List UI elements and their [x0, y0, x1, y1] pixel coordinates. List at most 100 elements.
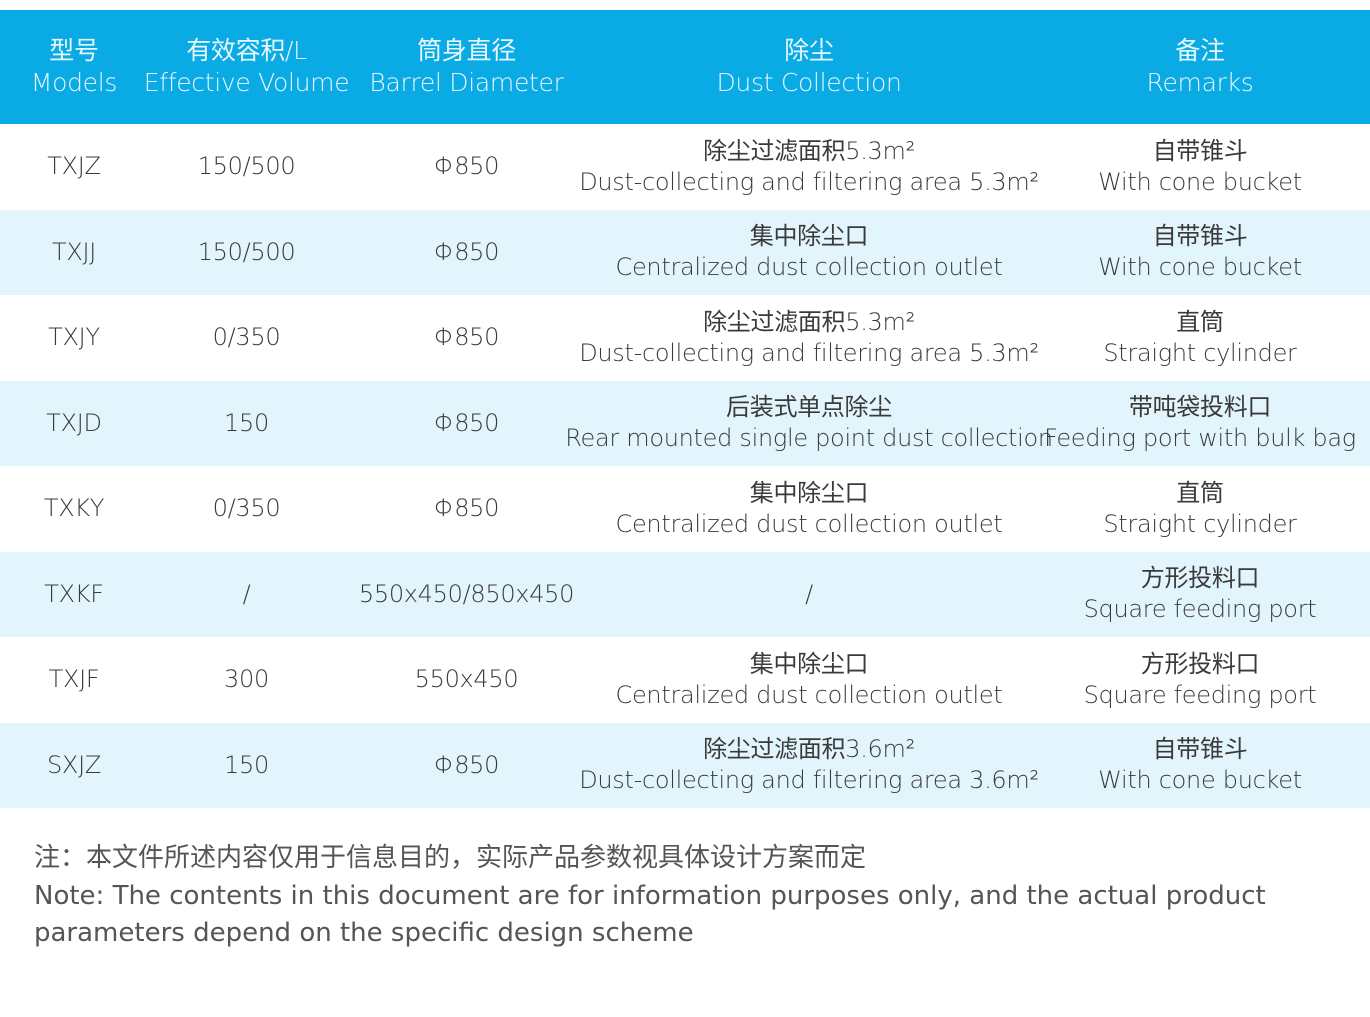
cell-remark-en: Straight cylinder — [1103, 509, 1297, 538]
table-cell: Φ850 — [345, 210, 588, 296]
cell-remark-en: Feeding port with bulk bag — [1044, 424, 1356, 453]
cell-remark-en: With cone bucket — [1098, 167, 1302, 196]
cell-volume: / — [242, 579, 251, 608]
table-cell: TXKF — [0, 552, 148, 638]
cell-dust-en: Centralized dust collection outlet — [615, 680, 1003, 709]
cell-diameter: 550x450/850x450 — [358, 579, 575, 608]
cell-dust-en: Centralized dust collection outlet — [615, 509, 1003, 538]
cell-dust-zh: 集中除尘口 — [749, 478, 869, 507]
header-cell: 型号 Models — [0, 10, 148, 124]
table-cell: Φ850 — [345, 466, 588, 552]
cell-volume: 0/350 — [212, 323, 281, 352]
header-en: Models — [30, 68, 118, 97]
table-cell: 550x450 — [345, 637, 588, 723]
table-cell: Φ850 — [345, 381, 588, 467]
cell-dust-zh: 集中除尘口 — [749, 222, 869, 251]
cell-remark-zh: 自带锥斗 — [1152, 222, 1248, 251]
cell-diameter: Φ850 — [433, 323, 500, 352]
cell-volume: 150 — [224, 408, 269, 437]
cell-model: TXKF — [44, 579, 104, 608]
cell-dust-en: Dust-collecting and filtering area 5.3m² — [579, 338, 1039, 367]
header-cell: 筒身直径 Barrel Diameter — [345, 10, 588, 124]
cell-remark-zh: 直筒 — [1176, 307, 1224, 336]
cell-dust-zh: 除尘过滤面积5.3m² — [703, 307, 915, 336]
table-cell: 0/350 — [148, 295, 345, 381]
cell-dust-zh: 集中除尘口 — [749, 649, 869, 678]
cell-model: TXJD — [46, 408, 102, 437]
header-en: Remarks — [1146, 68, 1254, 97]
table-cell: TXKY — [0, 466, 148, 552]
cell-dust-zh: 除尘过滤面积5.3m² — [703, 136, 915, 165]
table-cell: 带吨袋投料口 Feeding port with bulk bag — [1030, 381, 1370, 467]
cell-diameter: Φ850 — [433, 152, 500, 181]
cell-volume: 0/350 — [212, 494, 281, 523]
table-header: 型号 Models 有效容积/L Effective Volume 筒身直径 Barrel… — [0, 10, 1370, 124]
table-row: TXJJ 150/500 Φ850 集中除尘口 Centralized dust col… — [0, 209, 1370, 296]
table-cell: 自带锥斗 With cone bucket — [1030, 723, 1370, 809]
table-cell: 集中除尘口 Centralized dust collection outlet — [588, 210, 1030, 296]
table-cell: 150/500 — [148, 124, 345, 210]
header-zh: 筒身直径 — [417, 36, 516, 65]
header-cell: 有效容积/L Effective Volume — [144, 10, 350, 124]
table-cell: 集中除尘口 Centralized dust collection outlet — [588, 637, 1030, 723]
table-cell: Φ850 — [345, 723, 588, 809]
footnote-en: Note: The contents in this document are … — [34, 880, 1266, 949]
cell-volume: 150/500 — [197, 237, 296, 266]
header-zh: 备注 — [1175, 36, 1225, 65]
table-cell: 方形投料口 Square feeding port — [1030, 552, 1370, 638]
cell-remark-zh: 方形投料口 — [1140, 649, 1260, 678]
header-zh: 除尘 — [784, 36, 834, 65]
table-cell: SXJZ — [0, 723, 148, 809]
header-zh: 型号 — [49, 36, 99, 65]
table-cell: 150 — [148, 381, 345, 467]
cell-model: TXJZ — [47, 152, 101, 181]
cell-dust-en: Dust-collecting and filtering area 5.3m² — [579, 167, 1039, 196]
table-row: TXJD 150 Φ850 后装式单点除尘 Rear mounted single po… — [0, 380, 1370, 467]
footnote: 注：本文件所述内容仅用于信息目的，实际产品参数视具体设计方案而定 Note: T… — [34, 840, 1344, 953]
table-cell: / — [588, 552, 1030, 638]
header-cell: 除尘 Dust Collection — [588, 10, 1030, 124]
cell-remark-zh: 自带锥斗 — [1152, 735, 1248, 764]
cell-diameter: Φ850 — [433, 750, 500, 779]
table-cell: TXJZ — [0, 124, 148, 210]
table-cell: TXJY — [0, 295, 148, 381]
cell-diameter: 550x450 — [414, 665, 519, 694]
header-cell: 备注 Remarks — [1030, 10, 1370, 124]
table-cell: 550x450/850x450 — [345, 552, 588, 638]
table-cell: 150/500 — [148, 210, 345, 296]
table-row: TXJZ 150/500 Φ850 除尘过滤面积5.3m² Dust-collectin… — [0, 124, 1370, 210]
table-cell: / — [148, 552, 345, 638]
cell-model: TXKY — [43, 494, 105, 523]
cell-dust-en: Dust-collecting and filtering area 3.6m² — [579, 766, 1039, 795]
header-en: Barrel Diameter — [369, 68, 564, 97]
table-cell: 直筒 Straight cylinder — [1030, 295, 1370, 381]
cell-model: TXJF — [48, 665, 100, 694]
table-cell: 150 — [148, 723, 345, 809]
cell-dust-zh: / — [805, 579, 813, 608]
cell-volume: 150 — [224, 750, 269, 779]
cell-model: TXJJ — [51, 237, 97, 266]
table-cell: 自带锥斗 With cone bucket — [1030, 124, 1370, 210]
cell-remark-zh: 方形投料口 — [1140, 564, 1260, 593]
spec-table: 型号 Models 有效容积/L Effective Volume 筒身直径 Barrel… — [0, 10, 1370, 808]
cell-diameter: Φ850 — [433, 408, 500, 437]
cell-dust-en: Centralized dust collection outlet — [615, 253, 1003, 282]
header-en: Effective Volume — [143, 68, 350, 97]
table-cell: TXJF — [0, 637, 148, 723]
cell-dust-zh: 后装式单点除尘 — [726, 393, 892, 422]
cell-model: SXJZ — [47, 750, 101, 779]
cell-dust-zh: 除尘过滤面积3.6m² — [703, 735, 915, 764]
table-cell: TXJJ — [0, 210, 148, 296]
table-row: TXKF / 550x450/850x450 / 方形投料口 Square feeding… — [0, 551, 1370, 638]
header-zh: 有效容积/L — [186, 36, 307, 65]
cell-model: TXJY — [48, 323, 100, 352]
cell-remark-zh: 直筒 — [1176, 478, 1224, 507]
table-cell: 方形投料口 Square feeding port — [1030, 637, 1370, 723]
cell-diameter: Φ850 — [433, 494, 500, 523]
footnote-zh: 注：本文件所述内容仅用于信息目的，实际产品参数视具体设计方案而定 — [34, 843, 867, 873]
table-row: SXJZ 150 Φ850 除尘过滤面积3.6m² Dust-collecting an… — [0, 722, 1370, 809]
cell-volume: 150/500 — [197, 152, 296, 181]
cell-remark-en: Square feeding port — [1083, 680, 1317, 709]
table-cell: Φ850 — [345, 124, 588, 210]
cell-volume: 300 — [224, 665, 269, 694]
